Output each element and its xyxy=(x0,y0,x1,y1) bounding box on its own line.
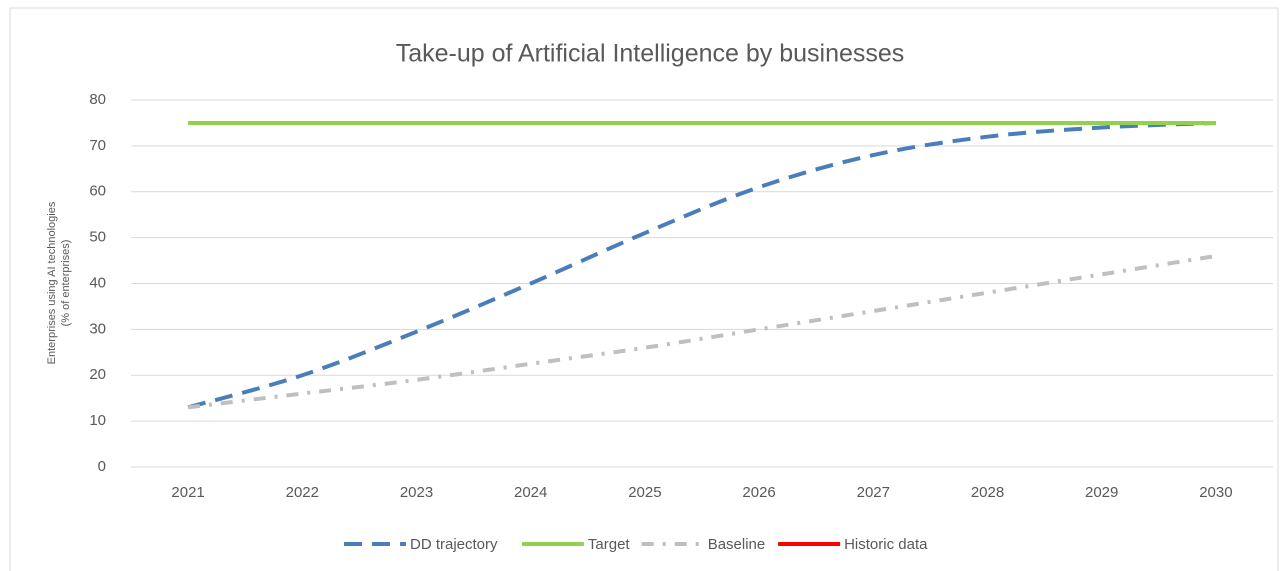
legend: DD trajectory Target Baseline Historic data xyxy=(344,536,928,553)
series-line xyxy=(187,254,1217,410)
y-axis-title-line: Enterprises using AI technologies xyxy=(46,201,58,364)
y-tick-label: 50 xyxy=(89,229,106,246)
legend-label: DD trajectory xyxy=(410,536,498,553)
y-tick-label: 10 xyxy=(89,412,106,429)
chart-title: Take-up of Artificial Intelligence by bu… xyxy=(396,40,905,68)
y-tick-label: 80 xyxy=(89,91,106,108)
y-tick-label: 60 xyxy=(89,183,106,200)
x-tick-label: 2029 xyxy=(1085,484,1118,501)
x-tick-label: 2025 xyxy=(628,484,661,501)
x-tick-label: 2028 xyxy=(971,484,1004,501)
x-tick-label: 2026 xyxy=(742,484,775,501)
y-axis-title: Enterprises using AI technologies (% of … xyxy=(46,201,72,364)
x-tick-label: 2030 xyxy=(1199,484,1232,501)
chart-border xyxy=(9,7,1279,571)
legend-label: Target xyxy=(588,536,631,553)
x-tick-label: 2022 xyxy=(286,484,319,501)
y-tick-label: 0 xyxy=(98,458,106,475)
x-tick-label: 2027 xyxy=(857,484,890,501)
y-axis-title-line: (% of enterprises) xyxy=(60,240,72,327)
legend-label: Historic data xyxy=(844,536,928,553)
series-line xyxy=(187,120,1216,410)
x-tick-label: 2024 xyxy=(514,484,547,501)
y-tick-label: 30 xyxy=(89,320,106,337)
y-tick-label: 20 xyxy=(89,366,106,383)
y-tick-label: 70 xyxy=(89,137,106,154)
legend-label: Baseline xyxy=(708,536,766,553)
x-tick-label: 2021 xyxy=(171,484,204,501)
y-tick-label: 40 xyxy=(89,274,106,291)
x-tick-label: 2023 xyxy=(400,484,433,501)
